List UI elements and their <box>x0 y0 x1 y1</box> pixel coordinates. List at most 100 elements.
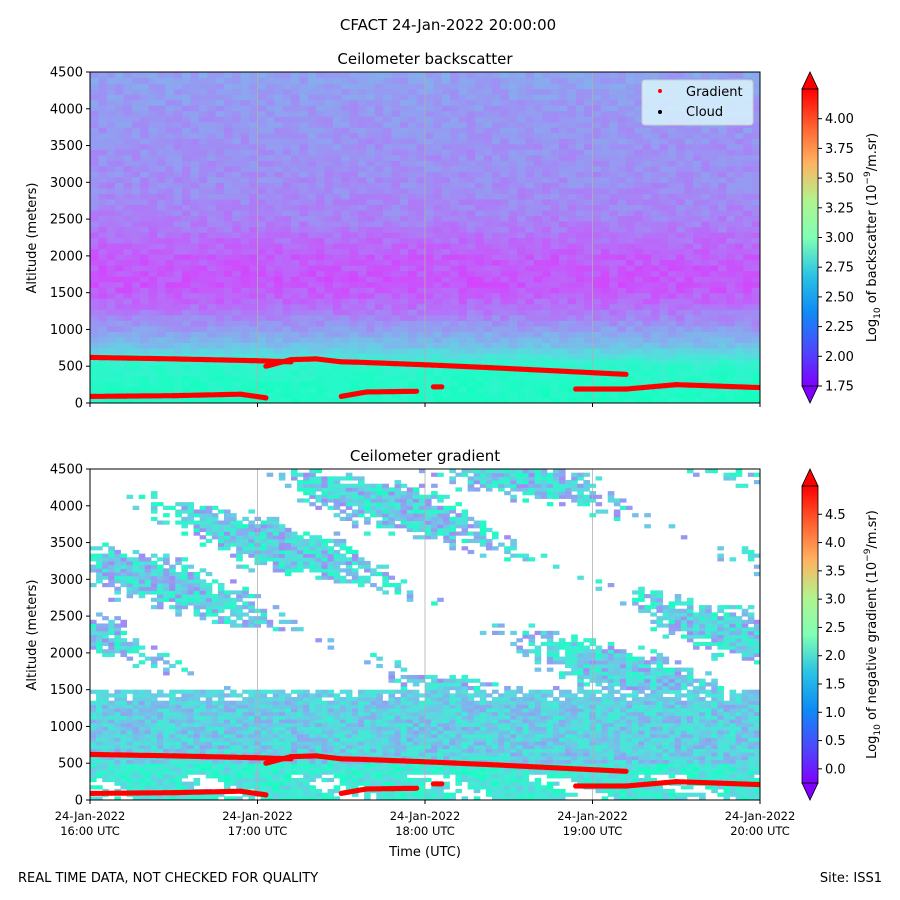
backscatter-cell <box>508 209 518 217</box>
backscatter-cell <box>207 243 217 250</box>
backscatter-cell <box>316 215 326 222</box>
backscatter-cell <box>131 143 141 150</box>
backscatter-cell <box>483 347 493 354</box>
backscatter-cell <box>274 143 284 150</box>
backscatter-cell <box>324 132 334 139</box>
backscatter-cell <box>207 209 217 217</box>
backscatter-cell <box>358 77 367 84</box>
backscatter-cell <box>450 380 460 388</box>
backscatter-cell <box>676 369 686 377</box>
backscatter-cell <box>483 243 493 250</box>
backscatter-cell <box>182 187 192 194</box>
backscatter-cell <box>131 248 141 255</box>
backscatter-cell <box>291 171 300 178</box>
backscatter-cell <box>307 391 317 399</box>
backscatter-cell <box>224 303 233 310</box>
backscatter-cell <box>207 215 217 222</box>
backscatter-cell <box>249 215 259 222</box>
backscatter-cell <box>157 127 166 134</box>
backscatter-cell <box>751 204 760 211</box>
backscatter-cell <box>525 369 535 377</box>
backscatter-cell <box>374 160 384 167</box>
backscatter-cell <box>492 116 501 123</box>
backscatter-cell <box>626 187 635 194</box>
backscatter-cell <box>609 314 619 321</box>
backscatter-cell <box>207 99 217 106</box>
backscatter-cell <box>508 303 518 310</box>
backscatter-cell <box>332 110 342 117</box>
backscatter-cell <box>173 303 183 310</box>
backscatter-cell <box>274 187 284 194</box>
backscatter-cell <box>533 165 543 172</box>
backscatter-cell <box>634 364 644 371</box>
backscatter-cell <box>232 265 242 272</box>
backscatter-cell <box>492 331 501 338</box>
backscatter-cell <box>425 298 434 305</box>
backscatter-cell <box>215 99 225 106</box>
backscatter-cell <box>106 237 116 244</box>
backscatter-cell <box>466 254 476 261</box>
backscatter-cell <box>123 281 133 288</box>
backscatter-cell <box>165 226 175 233</box>
backscatter-cell <box>693 265 702 272</box>
backscatter-cell <box>383 342 393 349</box>
backscatter-cell <box>106 198 116 205</box>
backscatter-cell <box>492 375 501 382</box>
backscatter-cell <box>600 353 610 360</box>
backscatter-cell <box>165 364 175 371</box>
backscatter-cell <box>425 193 434 200</box>
backscatter-cell <box>425 380 434 388</box>
backscatter-cell <box>726 336 736 343</box>
backscatter-cell <box>433 154 443 161</box>
backscatter-cell <box>634 303 644 310</box>
backscatter-cell <box>626 353 635 360</box>
backscatter-cell <box>634 160 644 167</box>
backscatter-cell <box>626 276 635 283</box>
backscatter-cell <box>684 353 694 360</box>
backscatter-cell <box>617 220 627 228</box>
backscatter-cell <box>324 215 334 222</box>
backscatter-cell <box>408 121 418 128</box>
backscatter-cell <box>584 110 594 117</box>
backscatter-cell <box>575 105 585 112</box>
backscatter-cell <box>182 143 192 150</box>
backscatter-cell <box>433 105 443 112</box>
backscatter-cell <box>626 391 635 399</box>
backscatter-cell <box>257 336 267 343</box>
backscatter-cell <box>316 336 326 343</box>
backscatter-cell <box>265 287 275 294</box>
backscatter-cell <box>441 220 451 228</box>
backscatter-cell <box>157 347 166 354</box>
backscatter-cell <box>701 154 711 161</box>
backscatter-cell <box>592 83 602 90</box>
backscatter-cell <box>433 165 443 172</box>
backscatter-cell <box>492 94 501 101</box>
backscatter-cell <box>726 198 736 205</box>
backscatter-cell <box>492 298 501 305</box>
backscatter-cell <box>542 138 552 145</box>
backscatter-cell <box>98 287 108 294</box>
backscatter-cell <box>676 325 686 332</box>
backscatter-cell <box>190 204 200 211</box>
backscatter-cell <box>701 369 711 377</box>
backscatter-cell <box>257 397 267 403</box>
backscatter-cell <box>307 270 317 277</box>
backscatter-cell <box>282 342 292 349</box>
backscatter-cell <box>600 187 610 194</box>
backscatter-cell <box>718 237 728 244</box>
backscatter-cell <box>659 353 669 360</box>
backscatter-cell <box>559 220 568 228</box>
backscatter-cell <box>98 369 108 377</box>
backscatter-cell <box>307 138 317 145</box>
backscatter-cell <box>743 204 753 211</box>
backscatter-cell <box>157 386 166 393</box>
backscatter-cell <box>123 325 133 332</box>
backscatter-cell <box>542 110 552 117</box>
backscatter-cell <box>508 121 518 128</box>
backscatter-cell <box>693 165 702 172</box>
backscatter-cell <box>249 165 259 172</box>
backscatter-cell <box>475 220 485 228</box>
backscatter-cell <box>274 325 284 332</box>
backscatter-cell <box>383 187 393 194</box>
backscatter-cell <box>207 127 217 134</box>
